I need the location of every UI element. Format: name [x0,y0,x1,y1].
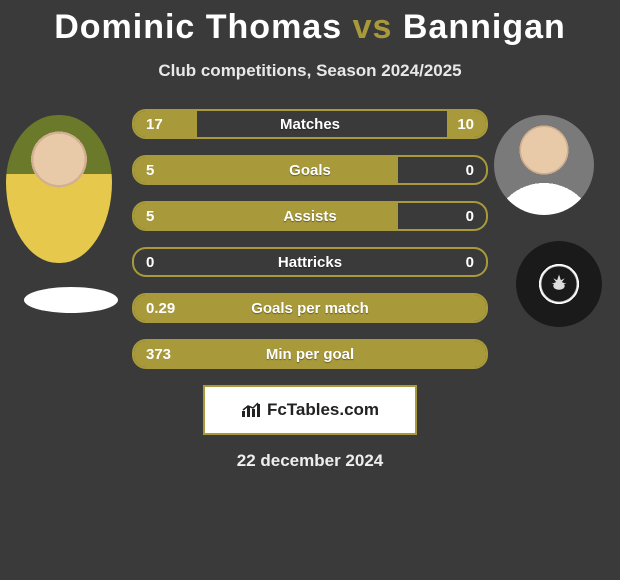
player2-avatar [494,115,594,215]
stat-bar-row: 0.29Goals per match [132,293,488,323]
bar-label: Min per goal [134,341,486,367]
bar-chart-icon [241,402,261,418]
subtitle: Club competitions, Season 2024/2025 [0,61,620,81]
comparison-content: 1710Matches 50Goals 50Assists 00Hattricks 0.… [0,109,620,471]
club-crest-icon [516,241,602,327]
bar-label: Matches [134,111,486,137]
stat-bars: 1710Matches 50Goals 50Assists 00Hattricks 0.… [132,109,488,369]
snapshot-date: 22 december 2024 [0,451,620,471]
stat-bar-row: 50Goals [132,155,488,185]
fctables-logo: FcTables.com [203,385,417,435]
page-title: Dominic Thomas vs Bannigan [0,0,620,47]
stat-bar-row: 50Assists [132,201,488,231]
bar-label: Hattricks [134,249,486,275]
stat-bar-row: 373Min per goal [132,339,488,369]
stat-bar-row: 00Hattricks [132,247,488,277]
stat-bar-row: 1710Matches [132,109,488,139]
title-vs: vs [353,8,393,46]
title-player1: Dominic Thomas [54,8,342,46]
bar-label: Goals per match [134,295,486,321]
player1-shadow [24,287,118,313]
player1-avatar [6,115,112,263]
logo-text: FcTables.com [267,400,379,420]
bar-label: Goals [134,157,486,183]
title-player2: Bannigan [403,8,566,46]
bar-label: Assists [134,203,486,229]
